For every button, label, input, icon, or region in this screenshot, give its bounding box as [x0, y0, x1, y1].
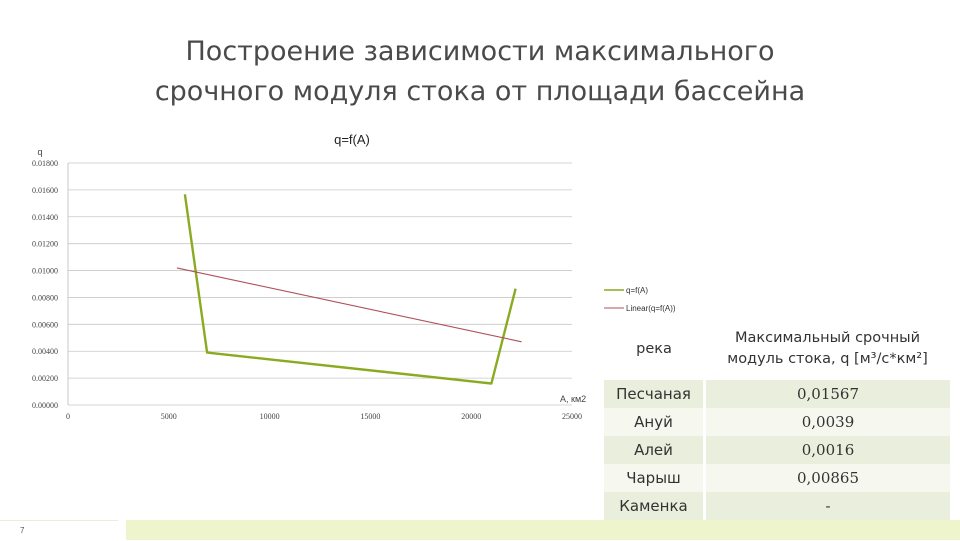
y-tick-label: 0.00400 — [32, 347, 58, 356]
table-row: Чарыш 0,00865 — [604, 464, 950, 492]
table-cell-river: Песчаная — [604, 380, 705, 408]
x-tick-label: 15000 — [360, 412, 380, 421]
y-tick-label: 0.01400 — [32, 213, 58, 222]
x-tick-label: 10000 — [260, 412, 280, 421]
table-cell-river: Алей — [604, 436, 705, 464]
chart-legend: q=f(A) Linear(q=f(A)) — [604, 286, 676, 313]
y-tick-label: 0.00800 — [32, 293, 58, 302]
table-cell-river: Ануй — [604, 408, 705, 436]
table-row: Алей 0,0016 — [604, 436, 950, 464]
y-tick-label: 0.01000 — [32, 267, 58, 276]
table-cell-river: Каменка — [604, 492, 705, 520]
x-tick-label: 5000 — [161, 412, 177, 421]
y-tick-label: 0.01600 — [32, 186, 58, 195]
y-axis-label: q — [37, 147, 42, 157]
table-cell-value: 0,00865 — [703, 464, 950, 492]
slide-title: Построение зависимости максимального сро… — [0, 32, 960, 112]
y-tick-label: 0.00600 — [32, 320, 58, 329]
x-tick-label: 0 — [66, 412, 70, 421]
footer-accent-bar — [126, 520, 960, 540]
x-tick-label: 20000 — [461, 412, 481, 421]
series-line-linear-trend — [176, 267, 522, 343]
table-cell-value: 0,0039 — [703, 408, 950, 436]
table-header-river: река — [604, 318, 705, 380]
table-row: Песчаная 0,01567 — [604, 380, 950, 408]
rivers-table: река Максимальный срочный модуль стока, … — [604, 318, 950, 520]
table-cell-value: 0,0016 — [703, 436, 950, 464]
page-number: 7 — [20, 526, 25, 535]
table-header-modulus: Максимальный срочный модуль стока, q [м³… — [704, 318, 950, 380]
table-row: Каменка - — [604, 492, 950, 520]
line-chart: q=f(A) q A, км2 0.00000 0.00200 0.00400 0.0… — [32, 132, 676, 421]
y-tick-label: 0.01200 — [32, 240, 58, 249]
series-line-q — [183, 194, 517, 385]
legend-label: q=f(A) — [626, 286, 648, 295]
slide-title-line2: срочного модуля стока от площади бассейн… — [154, 76, 806, 107]
y-tick-label: 0.00000 — [32, 401, 58, 410]
x-tick-label: 25000 — [562, 412, 582, 421]
footer-left-bar — [0, 520, 118, 541]
y-tick-label: 0.00200 — [32, 374, 58, 383]
y-tick-label: 0.01800 — [32, 159, 58, 168]
slide-title-line1: Построение зависимости максимального — [185, 36, 775, 67]
table-cell-value: - — [703, 492, 950, 520]
chart-title: q=f(A) — [334, 132, 370, 147]
table-cell-value: 0,01567 — [703, 380, 950, 408]
table-row: Ануй 0,0039 — [604, 408, 950, 436]
table-cell-river: Чарыш — [604, 464, 705, 492]
x-axis-label: A, км2 — [560, 394, 586, 404]
legend-label: Linear(q=f(A)) — [626, 304, 676, 313]
